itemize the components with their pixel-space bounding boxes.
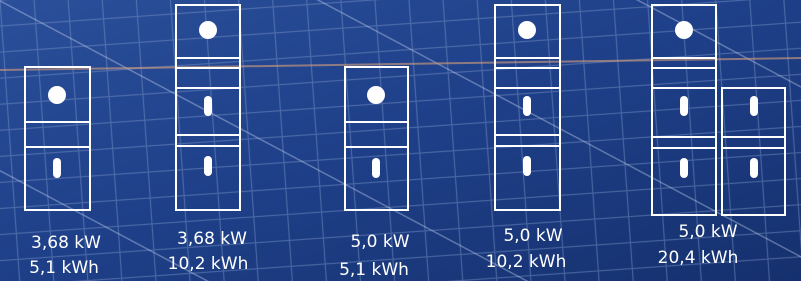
capacity-label: 5,1 kWh: [339, 260, 409, 280]
capacity-label: 20,4 kWh: [658, 248, 739, 268]
power-label: 5,0 kW: [678, 222, 737, 242]
power-label: 5,0 kW: [503, 226, 562, 246]
power-label: 3,68 kW: [177, 229, 247, 249]
power-label: 3,68 kW: [31, 233, 101, 253]
page: 3,68 kW 5,1 kWh 3,68 kW 10,2 kWh 5,0 kW …: [0, 0, 801, 281]
capacity-label: 10,2 kWh: [168, 254, 249, 274]
product-graphic: 3,68 kW 5,1 kWh 3,68 kW 10,2 kWh 5,0 kW …: [0, 0, 801, 281]
capacity-label: 10,2 kWh: [486, 252, 567, 272]
power-label: 5,0 kW: [350, 232, 409, 252]
capacity-label: 5,1 kWh: [29, 258, 99, 278]
